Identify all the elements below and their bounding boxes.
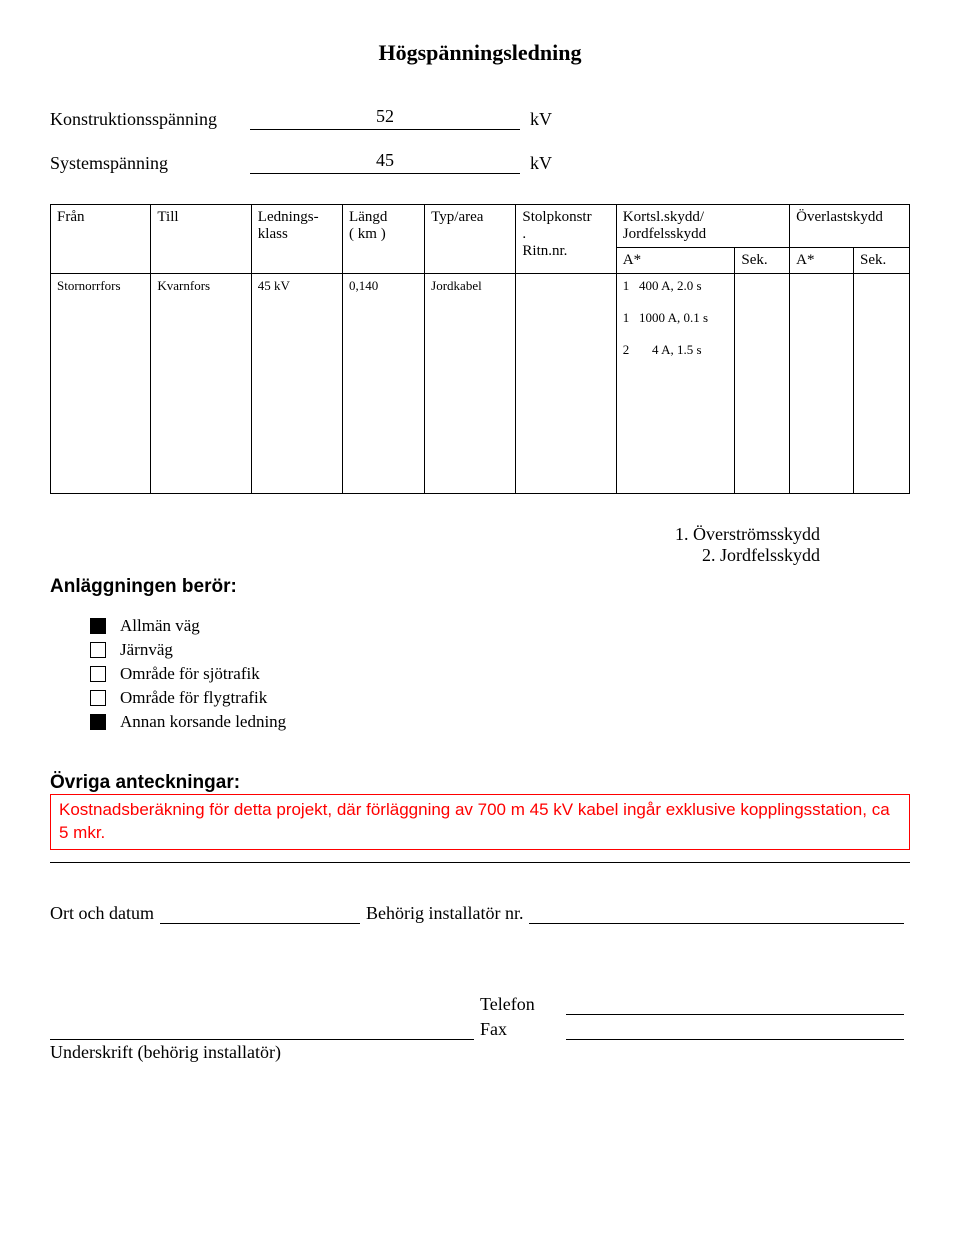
th-kortsl: Kortsl.skydd/ Jordfelsskydd [616, 205, 789, 248]
page-title: Högspänningsledning [50, 40, 910, 66]
field-system: Systemspänning 45 kV [50, 150, 910, 174]
konstruktion-value: 52 [250, 106, 520, 130]
cell-a1: 1 400 A, 2.0 s 1 1000 A, 0.1 s 2 4 A, 1.… [616, 274, 735, 494]
instnr-line [529, 904, 904, 924]
cell-sek1 [735, 274, 790, 494]
check-row: Område för flygtrafik [90, 688, 910, 708]
th-overlast: Överlastskydd [790, 205, 910, 248]
ort-line [160, 904, 360, 924]
cell-sek2 [854, 274, 910, 494]
th-till: Till [151, 205, 251, 274]
table-row: Stornorrfors Kvarnfors 45 kV 0,140 Jordk… [51, 274, 910, 494]
checkbox-icon[interactable] [90, 618, 106, 634]
table-header-row-1: Från Till Lednings- klass Längd ( km ) T… [51, 205, 910, 248]
cell-typ: Jordkabel [425, 274, 516, 494]
checklist: Allmän väg Järnväg Område för sjötrafik Omr… [90, 616, 910, 732]
cell-stolp [516, 274, 616, 494]
system-label: Systemspänning [50, 153, 250, 174]
legend-line-1: 1. Överströmsskydd [50, 524, 820, 545]
notes-underline [50, 862, 910, 863]
check-row: Järnväg [90, 640, 910, 660]
th-a2: A* [790, 248, 854, 274]
check-label: Allmän väg [120, 616, 200, 636]
beror-heading: Anläggningen berör: [50, 576, 910, 598]
main-table: Från Till Lednings- klass Längd ( km ) T… [50, 204, 910, 494]
check-row: Annan korsande ledning [90, 712, 910, 732]
th-stolp: Stolpkonstr . Ritn.nr. [516, 205, 616, 274]
telefon-line [566, 995, 904, 1015]
konstruktion-unit: kV [530, 109, 552, 130]
th-sek2: Sek. [854, 248, 910, 274]
telefon-label: Telefon [480, 994, 560, 1015]
fax-line [566, 1020, 904, 1040]
checkbox-icon[interactable] [90, 642, 106, 658]
fax-label: Fax [480, 1019, 560, 1040]
underskrift-label: Underskrift (behörig installatör) [50, 1042, 910, 1063]
underskrift-line [50, 1020, 474, 1040]
checkbox-icon[interactable] [90, 714, 106, 730]
system-value: 45 [250, 150, 520, 174]
konstruktion-label: Konstruktionsspänning [50, 109, 250, 130]
notes-box: Kostnadsberäkning för detta projekt, där… [50, 794, 910, 850]
cell-till: Kvarnfors [151, 274, 251, 494]
th-langd: Längd ( km ) [343, 205, 425, 274]
instnr-label: Behörig installatör nr. [366, 903, 523, 924]
check-label: Annan korsande ledning [120, 712, 286, 732]
check-label: Område för sjötrafik [120, 664, 260, 684]
notes-heading: Övriga anteckningar: [50, 772, 910, 794]
th-fran: Från [51, 205, 151, 274]
legend: 1. Överströmsskydd 2. Jordfelsskydd [50, 524, 820, 566]
th-typarea: Typ/area [425, 205, 516, 274]
th-a1: A* [616, 248, 735, 274]
cell-klass: 45 kV [251, 274, 342, 494]
check-row: Allmän väg [90, 616, 910, 636]
cell-a2 [790, 274, 854, 494]
checkbox-icon[interactable] [90, 666, 106, 682]
field-konstruktion: Konstruktionsspänning 52 kV [50, 106, 910, 130]
check-row: Område för sjötrafik [90, 664, 910, 684]
checkbox-icon[interactable] [90, 690, 106, 706]
signature-row-2: Telefon Fax [50, 994, 910, 1040]
check-label: Område för flygtrafik [120, 688, 267, 708]
system-unit: kV [530, 153, 552, 174]
legend-line-2: 2. Jordfelsskydd [50, 545, 820, 566]
cell-langd: 0,140 [343, 274, 425, 494]
th-lednings: Lednings- klass [251, 205, 342, 274]
ort-label: Ort och datum [50, 903, 154, 924]
check-label: Järnväg [120, 640, 173, 660]
cell-fran: Stornorrfors [51, 274, 151, 494]
th-sek1: Sek. [735, 248, 790, 274]
signature-row-1: Ort och datum Behörig installatör nr. [50, 903, 910, 924]
